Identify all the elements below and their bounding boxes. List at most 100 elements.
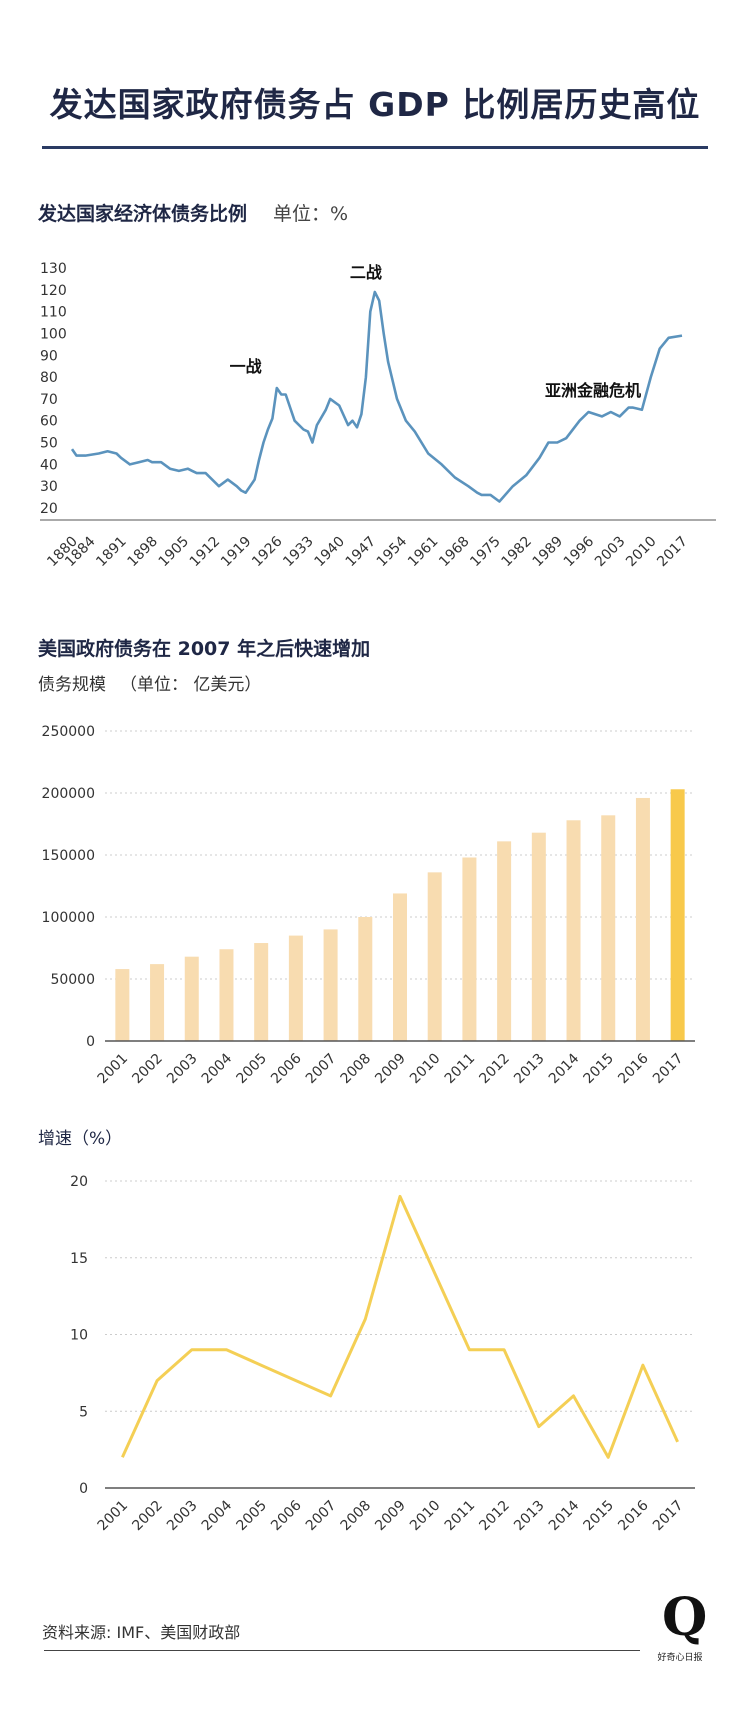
bar-2002 — [150, 964, 165, 1041]
growth-rate-line-chart: 0 5 10 15 20 20012002200320042005200620072008… — [70, 1174, 695, 1535]
x-tick-label: 2011 — [442, 1498, 479, 1535]
page-title: 发达国家政府债务占 GDP 比例居历史高位 — [49, 85, 701, 124]
bar-2015 — [601, 815, 616, 1041]
bar-2016 — [635, 797, 650, 1041]
x-tick-label: 2004 — [199, 1050, 236, 1087]
x-tick-label: 2016 — [615, 1497, 652, 1534]
footer-divider — [44, 1650, 640, 1651]
annotation-label: 二战 — [350, 263, 382, 282]
x-tick-label: 1940 — [311, 534, 348, 571]
x-tick-label: 2017 — [654, 534, 691, 571]
x-tick-label: 2013 — [511, 1498, 548, 1535]
y-tick-label: 40 — [40, 457, 58, 473]
x-tick-label: 1919 — [218, 534, 255, 571]
x-tick-label: 2002 — [129, 1498, 166, 1535]
y-tick-label: 110 — [40, 305, 67, 321]
chart2-subtitle-text: 债务规模 — [38, 675, 106, 695]
x-tick-label: 2015 — [581, 1051, 618, 1088]
x-tick-label: 2008 — [338, 1051, 375, 1088]
x-tick-label: 2017 — [650, 1498, 687, 1535]
annotation-label: 亚洲金融危机 — [545, 381, 641, 400]
x-tick-label: 2014 — [546, 1050, 583, 1087]
qdaily-logo: Q 好奇心日报 — [650, 1588, 710, 1668]
x-tick-label: 2006 — [268, 1497, 305, 1534]
x-tick-label: 2001 — [95, 1498, 132, 1535]
x-tick-label: 1912 — [187, 534, 224, 571]
x-tick-label: 2010 — [407, 1498, 444, 1535]
x-tick-label: 2014 — [546, 1497, 583, 1534]
x-tick-label: 2010 — [407, 1051, 444, 1088]
x-tick-label: 2011 — [442, 1051, 479, 1088]
bar-2007 — [323, 929, 338, 1041]
x-tick-label: 1905 — [156, 534, 193, 571]
us-debt-bar-chart: 0500001000001500002000002500002001200220… — [42, 724, 695, 1088]
x-tick-label: 2007 — [303, 1051, 340, 1088]
title-divider — [42, 146, 708, 149]
x-tick-label: 2009 — [372, 1051, 409, 1088]
chart2-unit: （单位： 亿美元） — [120, 675, 262, 695]
x-tick-label: 1933 — [280, 534, 317, 571]
y-tick-label: 0 — [86, 1034, 95, 1050]
y-tick-label: 150000 — [42, 848, 95, 864]
x-tick-label: 1982 — [498, 534, 535, 571]
x-tick-label: 1975 — [467, 534, 504, 571]
y-tick-label: 20 — [70, 1174, 88, 1190]
x-tick-label: 2012 — [476, 1498, 513, 1535]
y-tick-label: 120 — [40, 283, 67, 299]
chart2-title: 美国政府债务在 2007 年之后快速增加 — [38, 638, 371, 660]
y-tick-label: 70 — [40, 392, 58, 408]
x-tick-label: 1898 — [124, 534, 161, 571]
logo-text: 好奇心日报 — [657, 1653, 703, 1663]
x-tick-label: 2003 — [592, 534, 629, 571]
chart2-subtitle: 债务规模 （单位： 亿美元） — [38, 670, 261, 695]
series-line-debt-ratio — [70, 290, 683, 503]
x-tick-label: 1989 — [530, 534, 567, 571]
bar-2004 — [219, 949, 234, 1041]
bar-2013 — [531, 832, 546, 1041]
y-tick-label: 200000 — [42, 786, 95, 802]
x-tick-label: 2008 — [338, 1498, 375, 1535]
y-tick-label: 50 — [40, 436, 58, 452]
y-tick-label: 30 — [40, 479, 58, 495]
y-tick-label: 10 — [70, 1328, 88, 1344]
x-tick-label: 2016 — [615, 1050, 652, 1087]
x-tick-label: 1926 — [249, 533, 286, 570]
y-tick-label: 130 — [40, 261, 67, 277]
chart1-title: 发达国家经济体债务比例 单位：% — [38, 199, 348, 226]
x-tick-label: 1891 — [93, 534, 130, 571]
y-tick-label: 60 — [40, 414, 58, 430]
y-tick-label: 100 — [40, 326, 67, 342]
x-tick-label: 2015 — [581, 1498, 618, 1535]
x-tick-label: 1996 — [561, 533, 598, 570]
x-tick-label: 2003 — [164, 1051, 201, 1088]
x-tick-label: 2013 — [511, 1051, 548, 1088]
bar-2010 — [427, 872, 442, 1041]
y-tick-label: 5 — [79, 1404, 88, 1420]
x-tick-label: 2004 — [199, 1497, 236, 1534]
bar-2014 — [566, 820, 581, 1041]
y-tick-label: 90 — [40, 348, 58, 364]
y-tick-label: 100000 — [42, 910, 95, 926]
bar-2006 — [288, 935, 303, 1041]
chart1-title-text: 发达国家经济体债务比例 — [38, 203, 248, 225]
bar-2003 — [184, 956, 199, 1041]
x-tick-label: 2006 — [268, 1050, 305, 1087]
x-tick-label: 2002 — [129, 1051, 166, 1088]
chart3-title: 增速（%） — [38, 1129, 123, 1149]
y-tick-label: 250000 — [42, 724, 95, 740]
bar-2008 — [358, 917, 373, 1041]
debt-ratio-line-chart: 2030405060708090100110120130188018841891… — [40, 261, 716, 571]
bar-2017 — [670, 789, 685, 1041]
series-line-growth — [121, 1194, 679, 1459]
logo-letter: Q — [662, 1587, 708, 1648]
y-tick-label: 15 — [70, 1251, 88, 1267]
bar-2012 — [497, 841, 512, 1041]
bar-2009 — [393, 893, 407, 1041]
x-tick-label: 1947 — [343, 534, 380, 571]
x-tick-label: 2003 — [164, 1498, 201, 1535]
x-tick-label: 2017 — [650, 1051, 687, 1088]
x-tick-label: 2007 — [303, 1498, 340, 1535]
y-tick-label: 80 — [40, 370, 58, 386]
bar-2011 — [462, 857, 477, 1041]
x-tick-label: 2010 — [623, 534, 660, 571]
